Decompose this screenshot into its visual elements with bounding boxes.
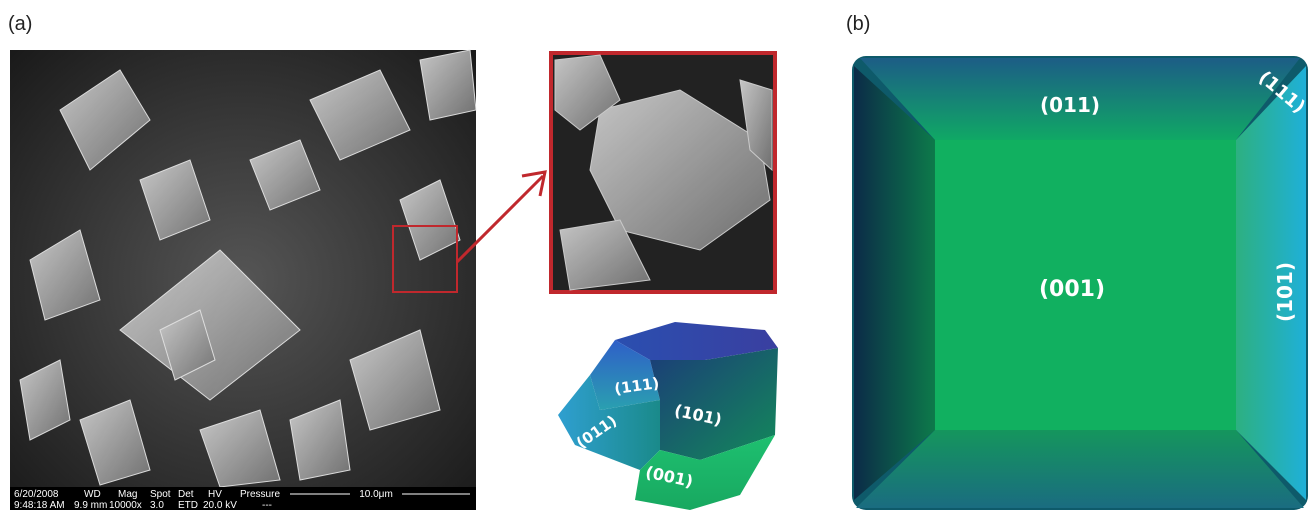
zoom-arrow: [455, 170, 547, 264]
sem-image: 6/20/2008 9:48:18 AM WD Mag Spot Det HV …: [10, 49, 477, 510]
sem-value: ---: [262, 500, 272, 510]
sem-inset: [549, 51, 777, 294]
sem-header: Mag: [118, 489, 137, 500]
face-label: (011): [1040, 93, 1100, 117]
sem-header: WD: [84, 489, 101, 500]
sem-time: 9:48:18 AM: [14, 500, 65, 510]
panel-label: (b): [846, 13, 870, 35]
face-label: (001): [1039, 277, 1105, 302]
panel-label: (a): [8, 13, 32, 35]
sem-header: Det: [178, 489, 194, 500]
sem-header: Spot: [150, 489, 171, 500]
sem-value: ETD: [178, 500, 198, 510]
sem-header: Pressure: [240, 489, 280, 500]
sem-value: 9.9 mm: [74, 500, 107, 510]
face-label: (101): [1273, 262, 1297, 322]
sem-value: 10000x: [109, 500, 142, 510]
small-crystal: (111) (101) (011) (001): [558, 322, 778, 510]
large-crystal: (011) (111) (001) (101): [852, 56, 1308, 510]
sem-value: 3.0: [150, 500, 164, 510]
sem-header: HV: [208, 489, 222, 500]
scale-bar-label: 10.0μm: [359, 489, 393, 500]
sem-date: 6/20/2008: [14, 489, 59, 500]
sem-value: 20.0 kV: [203, 500, 237, 510]
